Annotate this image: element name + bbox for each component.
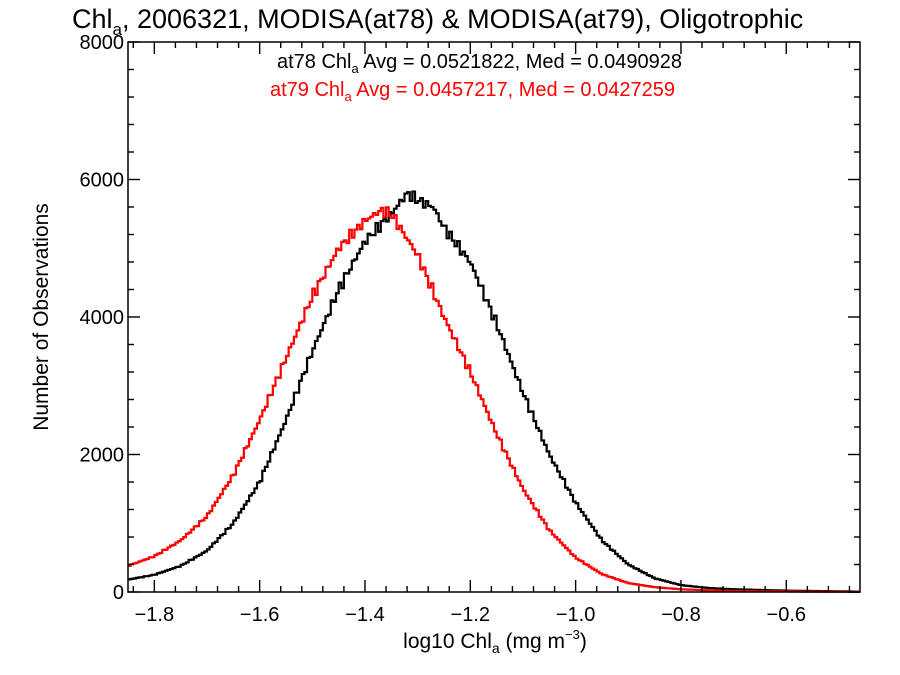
x-label-main: log10 Chl xyxy=(403,630,492,653)
x-tick-label: −1.2 xyxy=(451,604,490,626)
series-layer xyxy=(128,190,860,593)
stats-sub-at78: a xyxy=(352,61,360,76)
x-tick-label: −1.6 xyxy=(240,604,279,626)
y-axis-label: Number of Observations xyxy=(30,203,53,431)
x-axis-label: log10 Chla (mg m−3) xyxy=(403,627,587,656)
stats-line-at79: at79 Chla Avg = 0.0457217, Med = 0.04272… xyxy=(270,79,675,104)
stats-sub-at79: a xyxy=(345,89,353,104)
stats-line-at78: at78 Chla Avg = 0.0521822, Med = 0.04909… xyxy=(277,51,682,76)
y-tick-label: 0 xyxy=(113,582,124,604)
y-tick-label: 6000 xyxy=(80,170,125,192)
x-tick-label: −1.4 xyxy=(345,604,384,626)
chart-title: Chla, 2006321, MODISA(at78) & MODISA(at7… xyxy=(72,4,803,39)
y-tick-label: 8000 xyxy=(80,32,125,54)
x-tick-label: −0.8 xyxy=(661,604,700,626)
histogram-series-1 xyxy=(128,206,860,593)
x-label-exponent: −3 xyxy=(565,627,580,642)
x-label-unit: (mg m xyxy=(500,630,565,653)
y-tick-label: 4000 xyxy=(80,307,125,329)
title-rest: , 2006321, MODISA(at78) & MODISA(at79), … xyxy=(122,4,803,34)
title-subscript: a xyxy=(113,20,123,39)
stats-text-at78: Avg = 0.0521822, Med = 0.0490928 xyxy=(359,51,682,73)
x-tick-label: −1.0 xyxy=(556,604,595,626)
stats-prefix-at78: at78 Chl xyxy=(277,51,352,73)
x-tick-label: −0.6 xyxy=(767,604,806,626)
stats-prefix-at79: at79 Chl xyxy=(270,79,345,101)
histogram-series-0 xyxy=(128,190,860,593)
tick-layer: −1.8 −1.6 −1.4 −1.2 −1.0 −0.8 −0.6 0 2000 4000 600… xyxy=(80,32,860,626)
y-tick-label: 2000 xyxy=(80,445,125,467)
title-main: Chl xyxy=(72,4,113,34)
x-label-close: ) xyxy=(580,630,587,653)
x-label-subscript: a xyxy=(492,640,500,656)
stats-text-at79: Avg = 0.0457217, Med = 0.0427259 xyxy=(352,79,675,101)
x-tick-label: −1.8 xyxy=(135,604,174,626)
